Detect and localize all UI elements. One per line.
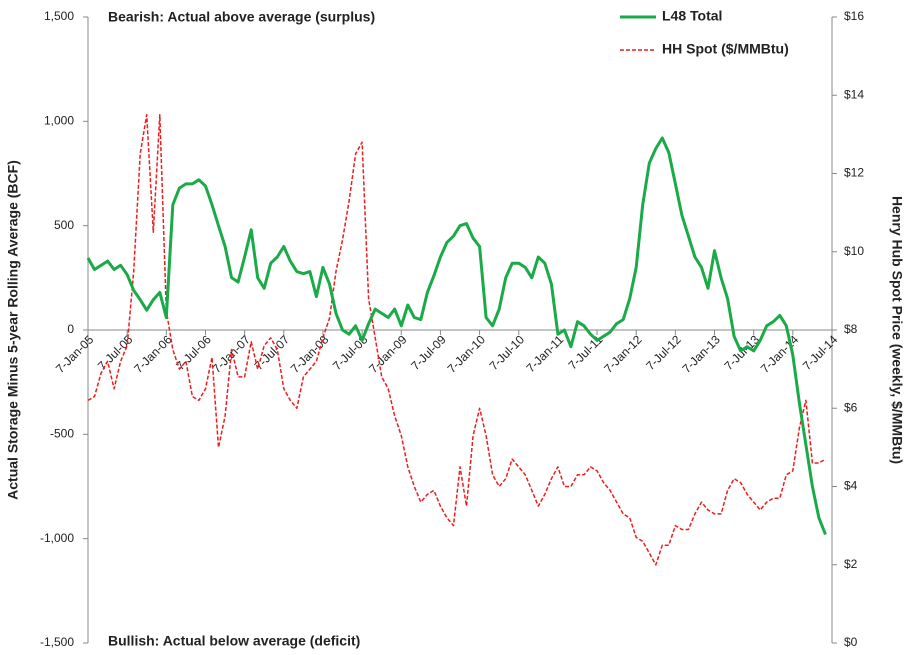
x-tick-label: 7-Jan-12	[601, 332, 645, 376]
y2-tick-label: $16	[844, 9, 864, 23]
series-line	[86, 136, 827, 536]
y2-tick-label: $4	[844, 479, 858, 493]
y-tick-label: 1,500	[44, 9, 74, 23]
annotation: Bullish: Actual below average (deficit)	[108, 633, 360, 649]
x-tick-label: 7-Jul-12	[643, 332, 684, 373]
x-tick-label: 7-Jan-13	[679, 332, 723, 376]
y2-tick-label: $12	[844, 166, 864, 180]
x-tick-label: 7-Jan-09	[366, 332, 410, 376]
y-tick-label: -1,000	[40, 531, 74, 545]
x-tick-label: 7-Jul-06	[173, 332, 214, 373]
y2-tick-label: $2	[844, 557, 858, 571]
x-tick-label: 7-Jan-10	[445, 332, 489, 376]
y2-tick-label: $8	[844, 322, 858, 336]
y-tick-label: 500	[54, 218, 74, 232]
x-tick-label: 7-Jul-10	[487, 332, 528, 373]
x-tick-label: 7-Jul-13	[721, 332, 762, 373]
x-tick-label: 7-Jan-05	[53, 332, 97, 376]
y2-tick-label: $6	[844, 400, 858, 414]
legend-label: L48 Total	[662, 8, 722, 24]
y-tick-label: -1,500	[40, 635, 74, 649]
annotation: Bearish: Actual above average (surplus)	[108, 9, 375, 25]
y-tick-label: 0	[67, 322, 74, 336]
x-tick-label: 7-Jan-06	[131, 332, 175, 376]
series-line	[87, 114, 826, 566]
x-tick-label: 7-Jul-14	[800, 332, 841, 373]
y2-tick-label: $10	[844, 244, 864, 258]
y2-tick-label: $14	[844, 87, 864, 101]
y-axis-label: Actual Storage Minus 5-year Rolling Aver…	[5, 160, 21, 500]
y-tick-label: -500	[50, 427, 74, 441]
x-tick-label: 7-Jul-08	[330, 332, 371, 373]
x-tick-label: 7-Jan-11	[523, 332, 566, 375]
y2-tick-label: $0	[844, 635, 858, 649]
y2-axis-label: Henry Hub Spot Price (weekly, $/MMBtu)	[889, 196, 905, 464]
x-tick-label: 7-Jul-05	[95, 332, 136, 373]
x-tick-label: 7-Jul-09	[408, 332, 449, 373]
y-tick-label: 1,000	[44, 114, 74, 128]
legend-label: HH Spot ($/MMBtu)	[662, 41, 789, 57]
